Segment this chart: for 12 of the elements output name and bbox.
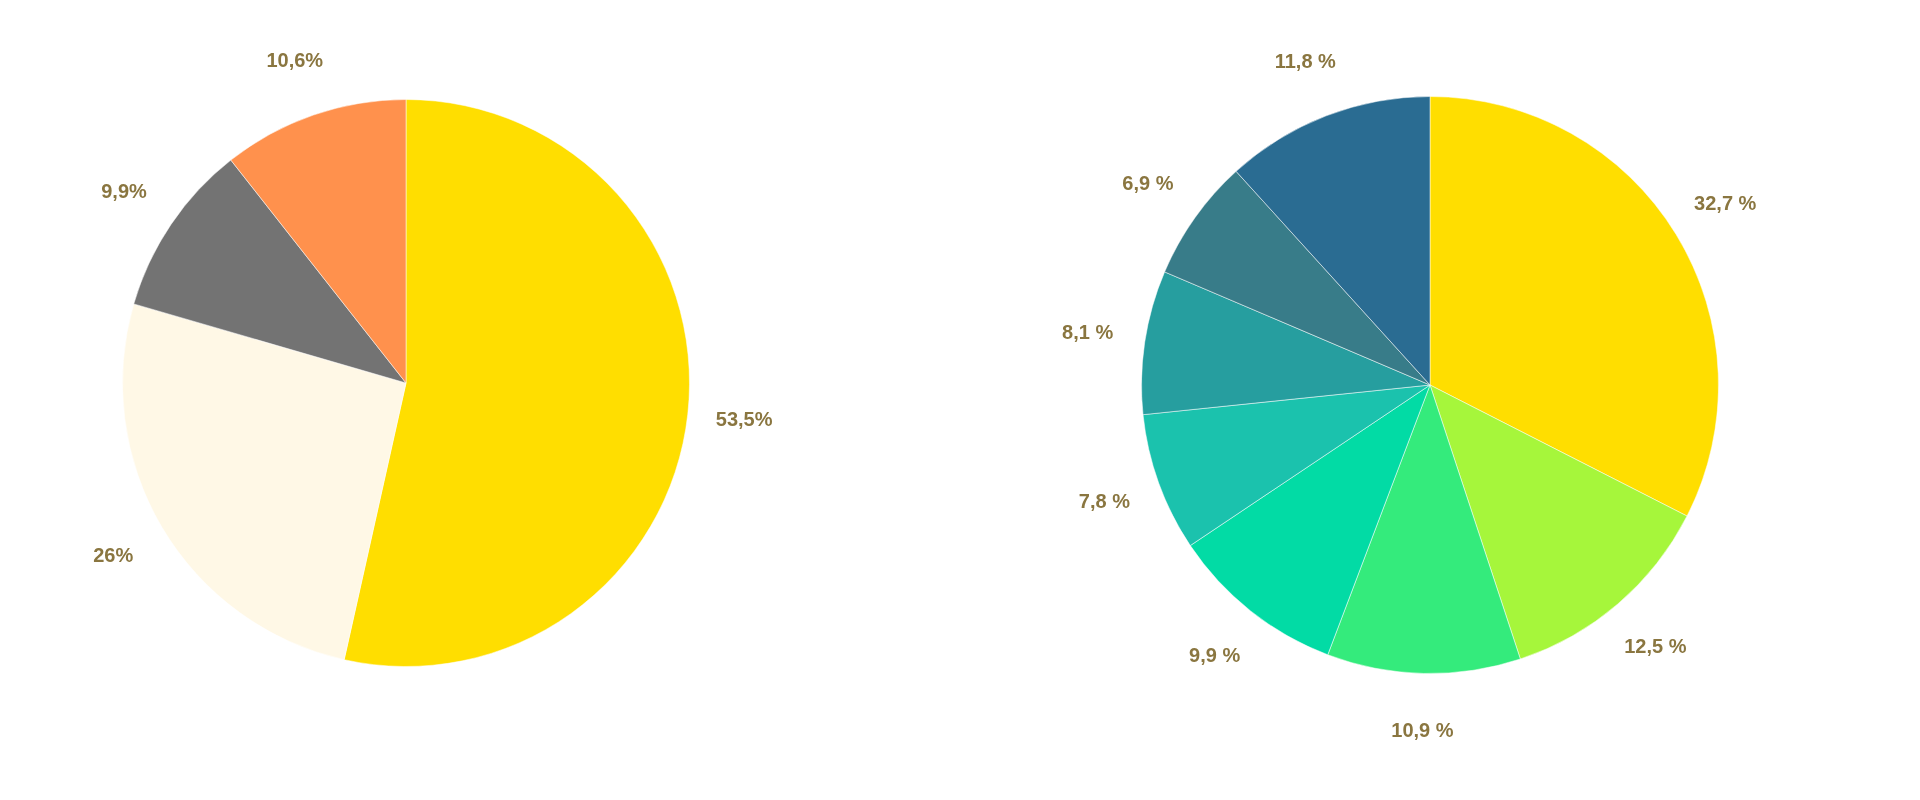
data-label: 53,5%: [715, 407, 773, 430]
data-label: 6,9 %: [1122, 171, 1174, 194]
data-label: 9,9%: [101, 180, 148, 203]
data-label: 26%: [93, 543, 134, 566]
data-label: 32,7 %: [1694, 191, 1757, 214]
data-label: 12,5 %: [1624, 635, 1687, 658]
data-label: 11,8 %: [1274, 49, 1337, 72]
data-label: 10,6%: [266, 49, 324, 72]
data-label: 7,8 %: [1078, 490, 1131, 513]
data-label: 10,9 %: [1391, 718, 1454, 741]
data-label: 9,9 %: [1189, 643, 1241, 666]
data-label: 8,1 %: [1062, 320, 1114, 343]
